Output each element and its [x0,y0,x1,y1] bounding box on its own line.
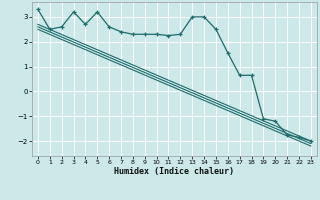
X-axis label: Humidex (Indice chaleur): Humidex (Indice chaleur) [115,167,234,176]
